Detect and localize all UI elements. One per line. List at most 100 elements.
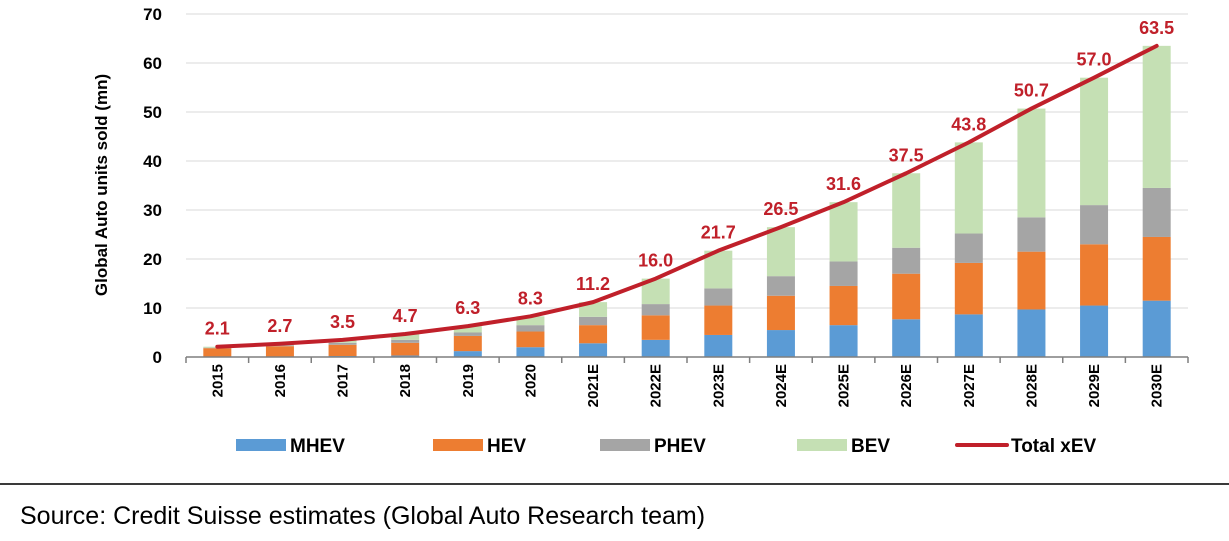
legend-label-total-xev: Total xEV (1011, 436, 1096, 457)
bar-bev-2024e (766, 227, 795, 277)
y-tick-label: 10 (143, 299, 162, 318)
bar-phev-2023e (704, 288, 733, 306)
bar-hev-2015 (203, 348, 232, 357)
x-tick-label: 2022E (648, 364, 665, 407)
bar-mhev-2029e (1080, 305, 1109, 357)
bar-mhev-2021e (579, 343, 608, 357)
x-axis-ticks: 2015 2016 2017 2018 2019 2020 2021E 2022E 2023E 2… (185, 357, 1189, 407)
bar-mhev-2028e (1017, 309, 1046, 357)
bar-bev-2020 (516, 316, 545, 326)
source-note: Source: Credit Suisse estimates (Global … (20, 502, 706, 530)
total-xev-label: 11.2 (576, 274, 610, 294)
y-tick-label: 40 (143, 152, 162, 171)
bar-phev-2024e (766, 276, 795, 296)
chart: 0 10 20 30 40 50 60 70 2015 2016 2017 2018 2019 2020… (92, 5, 1189, 457)
bar-phev-2026e (892, 247, 921, 274)
bar-hev-2030e (1142, 236, 1171, 301)
legend-label-hev: HEV (487, 436, 526, 457)
x-tick-label: 2026E (898, 364, 915, 407)
bar-hev-2017 (328, 344, 357, 357)
legend-swatch-phev (600, 439, 650, 451)
bar-hev-2018 (391, 342, 420, 356)
bar-bev-2025e (829, 202, 858, 262)
bar-phev-2019 (453, 332, 482, 336)
bar-bev-2030e (1142, 45, 1171, 188)
bar-phev-2027e (954, 233, 983, 263)
bar-hev-2023e (704, 305, 733, 335)
bar-phev-2020 (516, 325, 545, 332)
bar-hev-2020 (516, 331, 545, 348)
bar-bev-2018 (391, 333, 420, 340)
bar-phev-2017 (328, 342, 357, 345)
bar-bev-2026e (892, 173, 921, 248)
total-xev-label: 3.5 (330, 312, 355, 332)
bar-bev-2027e (954, 142, 983, 234)
x-tick-label: 2030E (1149, 364, 1166, 407)
y-tick-label: 70 (143, 5, 162, 24)
x-tick-label: 2017 (335, 364, 352, 397)
bar-mhev-2030e (1142, 300, 1171, 357)
total-xev-line (215, 43, 1159, 349)
total-xev-label: 21.7 (701, 223, 736, 243)
total-xev-label: 43.8 (951, 114, 986, 134)
bar-phev-2028e (1017, 217, 1046, 252)
y-axis-title: Global Auto units sold (mn) (92, 74, 111, 296)
bar-hev-2019 (453, 335, 482, 352)
x-tick-label: 2027E (961, 364, 978, 407)
bar-mhev-2022e (641, 339, 670, 357)
total-line-group (215, 43, 1159, 349)
legend-swatch-bev (797, 439, 847, 451)
x-tick-label: 2015 (209, 364, 226, 397)
total-xev-label: 8.3 (518, 288, 543, 308)
bar-mhev-2026e (892, 319, 921, 357)
bar-mhev-2019 (453, 351, 482, 357)
total-xev-label: 16.0 (638, 251, 673, 271)
x-tick-label: 2021E (585, 364, 602, 407)
bar-hev-2016 (265, 346, 294, 357)
bar-phev-2022e (641, 304, 670, 316)
y-tick-label: 50 (143, 103, 162, 122)
legend-label-bev: BEV (851, 436, 890, 457)
legend-label-mhev: MHEV (290, 436, 345, 457)
bar-mhev-2023e (704, 334, 733, 357)
total-xev-label: 37.5 (889, 145, 924, 165)
bar-hev-2024e (766, 295, 795, 331)
bar-bev-2029e (1080, 77, 1109, 206)
x-tick-label: 2024E (773, 364, 790, 407)
bar-hev-2028e (1017, 251, 1046, 310)
y-tick-label: 30 (143, 201, 162, 220)
divider (0, 483, 1229, 485)
y-tick-label: 20 (143, 250, 162, 269)
total-xev-label: 57.0 (1077, 50, 1112, 70)
y-axis-ticks: 0 10 20 30 40 50 60 70 (143, 5, 162, 367)
gridlines (186, 13, 1188, 309)
bar-mhev-2024e (766, 330, 795, 357)
bar-bev-2028e (1017, 108, 1046, 218)
x-tick-label: 2020 (522, 364, 539, 397)
bar-bev-2019 (453, 326, 482, 333)
total-xev-label: 50.7 (1014, 81, 1049, 101)
x-tick-label: 2029E (1086, 364, 1103, 407)
bar-mhev-2020 (516, 347, 545, 357)
bar-hev-2027e (954, 262, 983, 315)
bar-phev-2021e (579, 316, 608, 326)
data-labels: 2.1 2.7 3.5 4.7 6.3 8.3 11.2 16.0 21.7 26.5 31.6 37… (205, 18, 1174, 339)
bar-phev-2030e (1142, 187, 1171, 237)
bar-mhev-2025e (829, 325, 858, 357)
bar-phev-2025e (829, 261, 858, 286)
bar-bev-2021e (579, 302, 608, 317)
legend-label-phev: PHEV (654, 436, 706, 457)
legend-swatch-mhev (236, 439, 286, 451)
total-xev-label: 4.7 (393, 306, 418, 326)
legend-swatch-hev (433, 439, 483, 451)
bar-hev-2022e (641, 315, 670, 340)
total-xev-label: 26.5 (763, 199, 798, 219)
total-xev-label: 63.5 (1139, 18, 1174, 38)
x-tick-label: 2018 (397, 364, 414, 397)
total-xev-label: 2.7 (267, 316, 292, 336)
x-tick-label: 2028E (1023, 364, 1040, 407)
bar-hev-2021e (579, 325, 608, 344)
x-tick-label: 2023E (710, 364, 727, 407)
total-xev-label: 31.6 (826, 174, 861, 194)
bar-hev-2029e (1080, 244, 1109, 306)
